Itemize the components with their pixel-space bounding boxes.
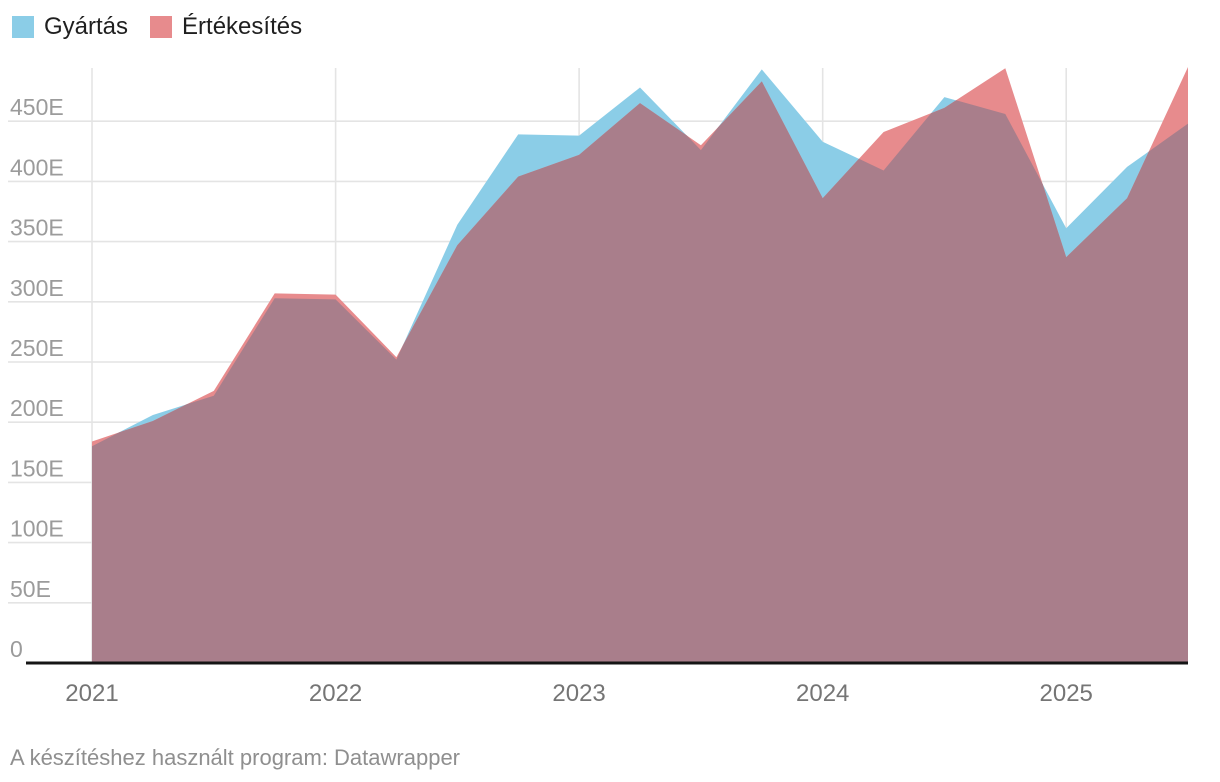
legend-label-gyartas: Gyártás: [44, 13, 129, 40]
x-axis-tick-label: 2021: [65, 680, 118, 707]
x-axis-tick-label: 2022: [309, 680, 362, 707]
y-axis-tick-label: 350E: [10, 215, 64, 241]
y-axis-tick-label: 100E: [10, 516, 64, 542]
x-axis-tick-label: 2025: [1040, 680, 1093, 707]
attribution-text: A készítéshez használt program: Datawrap…: [10, 745, 461, 770]
y-axis-tick-label: 400E: [10, 154, 64, 180]
y-axis-tick-label: 150E: [10, 455, 64, 481]
y-axis-tick-label: 50E: [10, 576, 51, 602]
area-overlap: [92, 81, 1188, 663]
y-axis-tick-label: 200E: [10, 395, 64, 421]
legend-item-ertekesites: Értékesítés: [150, 13, 302, 41]
legend-item-gyartas: Gyártás: [12, 13, 128, 41]
y-axis-tick-label: 0: [10, 636, 23, 662]
legend-swatch-ertekesites: [150, 16, 173, 38]
x-axis-tick-label: 2023: [552, 680, 605, 707]
y-axis-tick-label: 300E: [10, 275, 64, 301]
y-axis-tick-label: 450E: [10, 94, 64, 120]
x-axis-tick-label: 2024: [796, 680, 849, 707]
legend-label-ertekesites: Értékesítés: [182, 13, 303, 40]
y-axis-tick-label: 250E: [10, 335, 64, 361]
legend-swatch-gyartas: [12, 16, 34, 38]
chart-legend: Gyártás Értékesítés: [12, 13, 302, 41]
